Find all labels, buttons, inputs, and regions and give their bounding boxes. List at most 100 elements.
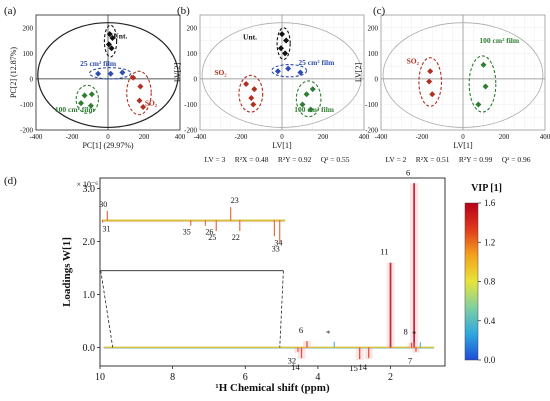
- peak-label: 14: [291, 362, 300, 372]
- panel-label: (a): [4, 5, 17, 17]
- data-point: [307, 106, 314, 113]
- y-tick-label: -200: [20, 127, 33, 135]
- group-ellipse: [126, 70, 152, 116]
- peak-label: 6: [406, 167, 410, 177]
- y-tick-label: 0: [30, 75, 34, 83]
- y-tick-label: 200: [368, 24, 379, 32]
- group-ellipse: [468, 55, 497, 113]
- x-tick-label: -200: [416, 133, 429, 141]
- x-tick-label: 200: [139, 133, 150, 141]
- colorbar-tick-label: 0.4: [484, 316, 496, 326]
- y-axis-label: LV[2]: [173, 63, 182, 83]
- peak-label: 30: [99, 200, 107, 209]
- data-point: [283, 37, 290, 44]
- y-tick-label: 1.0: [83, 290, 96, 301]
- peak-label: 33: [272, 245, 280, 254]
- group-label: 100 cm² film: [479, 36, 519, 45]
- colorbar: [464, 202, 479, 361]
- peak-shade: [364, 347, 373, 360]
- x-axis-label: PC[1] (29.97%): [82, 141, 133, 150]
- group-label: 100 cm² film: [294, 105, 334, 114]
- x-tick-label: 6: [243, 372, 248, 383]
- y-tick-label: 0: [194, 75, 198, 83]
- data-point: [119, 69, 126, 76]
- data-point: [87, 102, 94, 109]
- peak-label: 22: [232, 233, 240, 242]
- y-tick-label: -200: [365, 127, 378, 135]
- x-tick-label: 400: [175, 133, 186, 141]
- x-tick-label: 4: [315, 372, 320, 383]
- y-axis-label: LV[2]: [354, 63, 363, 83]
- group-ellipse: [88, 67, 132, 80]
- y-exponent: × 10⁻⁶: [76, 180, 98, 189]
- data-point: [95, 70, 102, 77]
- x-tick-label: 200: [499, 133, 510, 141]
- peak-shade: [303, 341, 311, 349]
- y-tick-label: -100: [365, 101, 378, 109]
- data-point: [480, 61, 487, 68]
- colorbar-tick-label: 1.2: [484, 237, 495, 247]
- peak-label: 34: [274, 238, 282, 247]
- data-point: [279, 31, 285, 38]
- x-tick-label: 2: [388, 372, 393, 383]
- x-tick-label: -200: [235, 133, 248, 141]
- y-tick-label: -100: [184, 101, 197, 109]
- peak-label: 8: [403, 327, 407, 337]
- group-ellipse: [238, 74, 264, 113]
- peak-label: 26: [205, 228, 213, 237]
- data-point: [482, 83, 489, 90]
- y-tick-label: 100: [368, 50, 379, 58]
- panel-label: (d): [4, 175, 17, 187]
- group-label: 100 cm² film: [55, 105, 95, 114]
- data-point: [136, 97, 143, 104]
- y-tick-label: -100: [20, 101, 33, 109]
- x-axis-label: LV[1]: [453, 141, 473, 150]
- data-point: [137, 83, 144, 90]
- x-tick-label: 10: [95, 372, 105, 383]
- y-tick-label: 100: [23, 50, 34, 58]
- data-point: [105, 41, 112, 48]
- y-tick-label: 200: [23, 24, 34, 32]
- colorbar-tick-label: 0.0: [484, 355, 496, 365]
- peak-shade: [411, 347, 420, 353]
- peak-shade: [297, 347, 306, 360]
- data-point: [303, 91, 310, 98]
- peak-label: 6: [299, 325, 303, 335]
- peak-label: 25: [208, 233, 216, 242]
- x-tick-label: 8: [170, 372, 175, 383]
- x-tick-label: -400: [194, 133, 207, 141]
- x-tick-label: -200: [66, 133, 79, 141]
- data-point: [81, 92, 88, 99]
- data-point: [309, 86, 316, 93]
- data-point: [251, 86, 258, 93]
- group-ellipse: [276, 27, 291, 61]
- group-label: SO₂: [145, 99, 158, 108]
- panel-label: (b): [177, 5, 190, 17]
- y-tick-label: 100: [187, 50, 198, 58]
- y-tick-label: -200: [184, 127, 197, 135]
- data-point: [130, 74, 137, 81]
- peak-label: 31: [103, 224, 111, 233]
- peak-shade: [355, 347, 364, 361]
- data-point: [426, 78, 433, 85]
- peak-label: *: [412, 328, 416, 338]
- peak-label: 32: [288, 356, 297, 366]
- inset-guide: [279, 270, 284, 348]
- data-point: [140, 104, 147, 110]
- hotelling-ellipse: [37, 22, 179, 129]
- data-point: [250, 101, 257, 108]
- data-point: [243, 81, 250, 87]
- y-axis-label: PC[2] (12.87%): [9, 47, 18, 98]
- data-point: [78, 100, 84, 107]
- peak-label: 11: [380, 247, 388, 257]
- group-label: SO₂: [407, 57, 420, 66]
- x-tick-label: -400: [375, 133, 388, 141]
- y-tick-label: 0.0: [83, 343, 96, 354]
- data-point: [88, 91, 95, 98]
- peak-label: 23: [231, 196, 239, 205]
- data-point: [109, 35, 116, 41]
- peak-label: 35: [183, 228, 191, 237]
- peak-label: *: [326, 328, 330, 338]
- y-tick-label: 2.0: [83, 237, 96, 248]
